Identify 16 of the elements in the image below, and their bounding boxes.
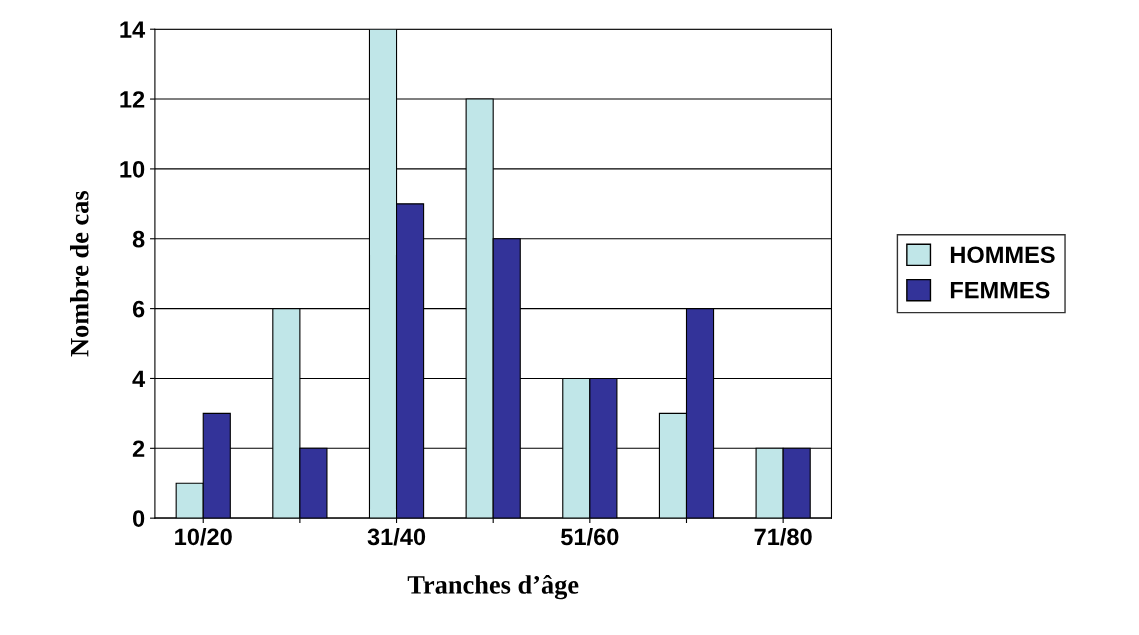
x-tick-label: 51/60 xyxy=(561,527,619,546)
legend-label: FEMMES xyxy=(950,281,1050,299)
x-tick-label: 31/40 xyxy=(367,527,426,546)
x-tick-label: 10/20 xyxy=(175,527,232,546)
y-tick-label: 4 xyxy=(132,370,146,388)
y-tick-label: 10 xyxy=(120,160,145,178)
y-tick-label: 0 xyxy=(132,510,145,527)
y-tick-label: 6 xyxy=(132,300,145,318)
y-tick-label: 14 xyxy=(120,21,146,38)
x-tick-label: 71/80 xyxy=(754,527,812,546)
y-tick-label: 12 xyxy=(120,91,145,108)
y-axis-title: Nombre de cas xyxy=(69,191,89,357)
y-tick-label: 8 xyxy=(132,230,145,248)
legend-label: HOMMES xyxy=(950,246,1055,264)
y-tick-label: 2 xyxy=(132,440,145,457)
x-axis-title: Tranches d’âge xyxy=(407,574,579,600)
